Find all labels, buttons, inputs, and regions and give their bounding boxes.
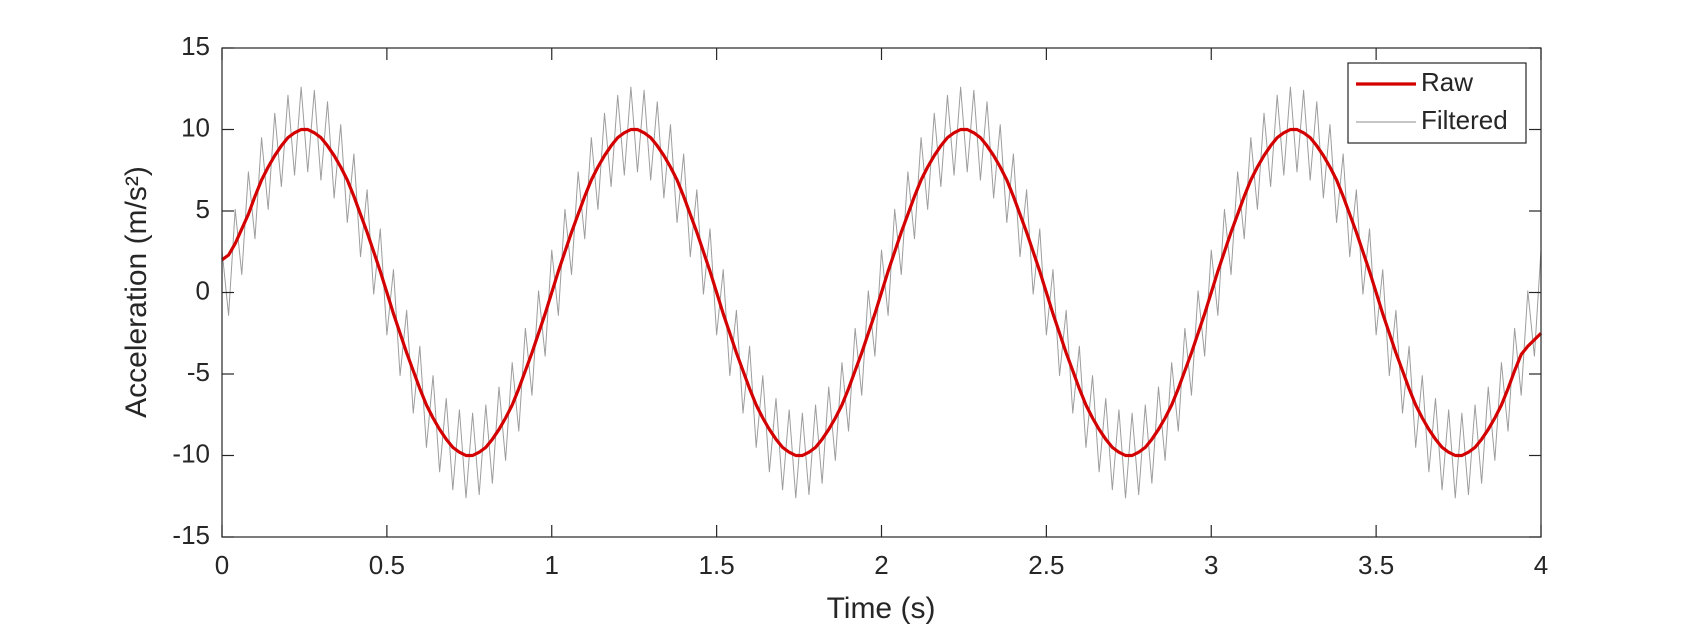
legend-label: Raw — [1421, 67, 1473, 97]
y-tick-label: 10 — [181, 112, 210, 142]
legend-box — [1347, 62, 1527, 144]
x-tick-label: 1 — [545, 550, 559, 580]
x-tick-label: 2 — [874, 550, 888, 580]
y-tick-label: 5 — [196, 194, 210, 224]
y-tick-label: -10 — [172, 438, 210, 468]
series-line — [221, 127, 1543, 458]
y-tick-label: 15 — [181, 31, 210, 61]
x-tick-label: 4 — [1534, 550, 1548, 580]
x-tick-label: 0.5 — [369, 550, 405, 580]
y-tick-label: -15 — [172, 520, 210, 550]
x-axis-label: Time (s) — [827, 592, 936, 625]
legend-label: Filtered — [1421, 105, 1508, 135]
y-tick-label: -5 — [187, 357, 210, 387]
x-tick-label: 3.5 — [1358, 550, 1394, 580]
y-axis-label: Acceleration (m/s²) — [120, 166, 153, 418]
series-line — [221, 86, 1542, 499]
y-tick-label: 0 — [196, 275, 210, 305]
x-tick-label: 0 — [215, 550, 229, 580]
x-tick-label: 2.5 — [1028, 550, 1064, 580]
x-tick-label: 3 — [1204, 550, 1218, 580]
x-tick-label: 1.5 — [699, 550, 735, 580]
